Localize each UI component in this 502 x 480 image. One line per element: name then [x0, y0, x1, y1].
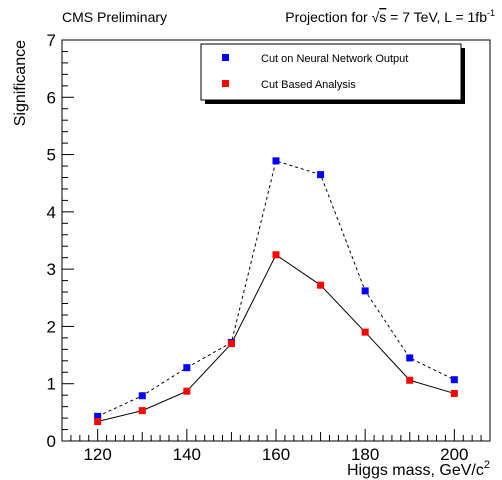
header-sqrt-s: s [379, 9, 386, 25]
x-tick-label: 180 [351, 445, 379, 464]
legend-marker-cut-based [222, 80, 229, 87]
y-tick-label: 0 [47, 432, 56, 451]
data-point-series-0 [406, 354, 414, 362]
legend-label-cut-based: Cut Based Analysis [261, 79, 356, 91]
data-point-series-0 [450, 376, 458, 384]
series-line-1 [97, 254, 455, 423]
data-point-series-1 [183, 387, 191, 395]
y-tick-label: 5 [47, 146, 56, 165]
data-point-series-0 [317, 171, 325, 179]
x-tick-label: 120 [83, 445, 111, 464]
data-point-series-0 [272, 157, 280, 165]
data-point-series-1 [450, 389, 458, 397]
x-axis-label: Higgs mass, GeV/c2 [347, 459, 490, 479]
series-line-0 [97, 160, 455, 417]
data-point-series-1 [406, 376, 414, 384]
x-axis-label-text: Higgs mass, GeV/c [347, 462, 484, 479]
data-point-series-0 [138, 392, 146, 400]
data-point-series-0 [183, 364, 191, 372]
x-axis-ticks: 120 140 160 180 200 [70, 429, 482, 464]
data-point-series-1 [138, 407, 146, 415]
data-point-series-0 [361, 287, 369, 295]
legend: Cut on Neural Network Output Cut Based A… [200, 43, 465, 104]
y-axis-ticks: 0 1 2 3 4 5 6 7 [47, 31, 74, 451]
header-right-middle: = 7 TeV, L = 1fb [386, 9, 487, 25]
y-tick-label: 2 [47, 317, 56, 336]
y-axis-label: Significance [12, 40, 29, 126]
data-point-series-1 [272, 251, 280, 259]
x-axis-label-superscript: 2 [484, 459, 490, 471]
x-tick-label: 160 [262, 445, 290, 464]
y-tick-label: 1 [47, 375, 56, 394]
data-point-series-1 [94, 418, 102, 426]
x-tick-label: 140 [173, 445, 201, 464]
y-tick-label: 3 [47, 260, 56, 279]
header-right-superscript: -1 [487, 8, 495, 18]
data-point-series-0 [94, 412, 102, 420]
header-sqrt-symbol: √ [372, 9, 380, 25]
header-left-label: CMS Preliminary [62, 9, 167, 25]
y-tick-label: 6 [47, 88, 56, 107]
header-right-label: Projection for √s = 7 TeV, L = 1fb-1 [285, 8, 495, 25]
legend-marker-neural-network [222, 54, 229, 61]
legend-label-neural-network: Cut on Neural Network Output [261, 53, 408, 65]
header-right-prefix: Projection for [285, 9, 371, 25]
legend-box [200, 43, 462, 101]
data-point-series-1 [361, 328, 369, 336]
data-point-series-1 [227, 340, 235, 348]
series-points [94, 157, 458, 426]
y-tick-label: 4 [47, 203, 56, 222]
x-tick-label: 200 [440, 445, 468, 464]
y-tick-label: 7 [47, 31, 56, 50]
series-lines [97, 160, 455, 423]
data-point-series-1 [317, 281, 325, 289]
